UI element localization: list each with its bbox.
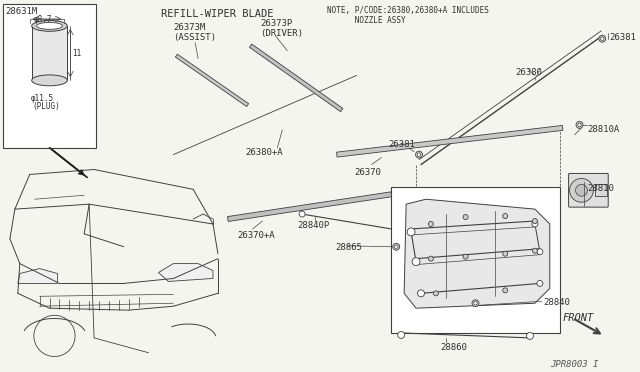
Text: 26373P: 26373P [260, 19, 292, 28]
Circle shape [537, 249, 543, 255]
Polygon shape [18, 269, 58, 283]
Text: 28810A: 28810A [588, 125, 620, 134]
Text: 28865: 28865 [335, 243, 362, 252]
Text: 28810: 28810 [588, 185, 614, 193]
Text: 28840: 28840 [543, 298, 570, 307]
Text: JPR8003 I: JPR8003 I [550, 360, 598, 369]
Polygon shape [337, 125, 563, 157]
Text: 26381: 26381 [388, 140, 415, 149]
Polygon shape [159, 264, 213, 282]
Circle shape [532, 218, 538, 224]
Text: 28860: 28860 [441, 343, 468, 352]
Circle shape [433, 291, 438, 296]
Circle shape [575, 185, 588, 196]
Circle shape [532, 248, 538, 253]
Text: REFILL-WIPER BLADE: REFILL-WIPER BLADE [161, 9, 274, 19]
Ellipse shape [36, 22, 63, 29]
Text: 26380: 26380 [515, 68, 542, 77]
Polygon shape [175, 54, 248, 106]
Circle shape [578, 123, 581, 126]
Circle shape [474, 301, 477, 305]
Polygon shape [250, 44, 343, 112]
Text: 26380+A: 26380+A [246, 148, 284, 157]
Circle shape [415, 151, 422, 158]
Circle shape [299, 211, 305, 217]
Text: φ11.5: φ11.5 [31, 94, 54, 103]
Circle shape [600, 37, 604, 41]
Circle shape [599, 35, 605, 42]
Text: 28631M: 28631M [5, 7, 37, 16]
Text: 26373M: 26373M [173, 23, 205, 32]
Text: (DRIVER): (DRIVER) [260, 29, 303, 38]
Circle shape [503, 214, 508, 218]
Circle shape [394, 245, 398, 248]
Text: (PLUG): (PLUG) [33, 102, 60, 111]
Circle shape [503, 251, 508, 256]
Circle shape [532, 221, 538, 227]
Circle shape [463, 254, 468, 259]
Text: 26381: 26381 [609, 33, 636, 42]
Text: φ8.7: φ8.7 [34, 15, 52, 24]
Text: FRONT: FRONT [563, 313, 594, 323]
FancyBboxPatch shape [568, 173, 608, 207]
Text: 28840P: 28840P [297, 221, 330, 230]
Bar [595, 185, 607, 196]
Circle shape [576, 121, 583, 128]
Polygon shape [404, 199, 550, 308]
Text: (ASSIST): (ASSIST) [173, 33, 216, 42]
Circle shape [428, 221, 433, 227]
Ellipse shape [32, 75, 67, 86]
Bar [391, 187, 560, 333]
Circle shape [463, 215, 468, 219]
Circle shape [570, 179, 593, 202]
Circle shape [428, 256, 433, 261]
Text: 26370: 26370 [355, 167, 381, 177]
Text: 11: 11 [72, 49, 81, 58]
Text: NOTE, P/CODE:26380,26380+A INCLUDES
      NOZZLE ASSY: NOTE, P/CODE:26380,26380+A INCLUDES NOZZ… [327, 6, 489, 25]
Ellipse shape [32, 20, 67, 31]
Bar [32, 26, 67, 80]
Circle shape [503, 288, 508, 293]
Circle shape [417, 153, 420, 156]
Circle shape [412, 258, 420, 266]
Bar [3, 4, 96, 148]
Text: 26370+A: 26370+A [237, 231, 275, 240]
Polygon shape [227, 192, 392, 221]
Circle shape [397, 331, 404, 339]
Circle shape [527, 333, 533, 339]
Circle shape [407, 228, 415, 236]
Circle shape [393, 243, 400, 250]
Circle shape [537, 280, 543, 286]
Circle shape [472, 300, 479, 307]
Circle shape [417, 290, 424, 297]
